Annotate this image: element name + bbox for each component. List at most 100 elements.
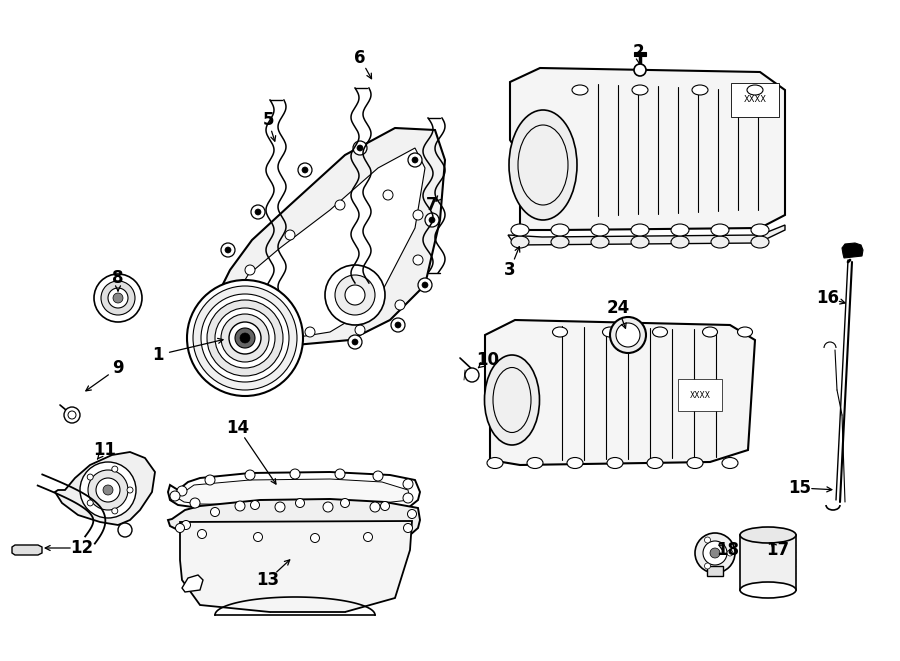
Ellipse shape	[703, 327, 717, 337]
Circle shape	[325, 265, 385, 325]
Circle shape	[412, 157, 418, 163]
Ellipse shape	[553, 327, 568, 337]
Circle shape	[429, 217, 435, 223]
Polygon shape	[182, 575, 203, 592]
Circle shape	[302, 167, 308, 173]
Circle shape	[616, 323, 640, 347]
Circle shape	[177, 486, 187, 496]
Ellipse shape	[591, 236, 609, 248]
Circle shape	[112, 508, 118, 514]
Circle shape	[285, 230, 295, 240]
Text: 3: 3	[504, 261, 516, 279]
Text: 16: 16	[816, 289, 840, 307]
Text: 2: 2	[632, 43, 644, 61]
Circle shape	[705, 537, 710, 543]
Text: 10: 10	[476, 351, 500, 369]
Circle shape	[610, 317, 646, 353]
Ellipse shape	[740, 582, 796, 598]
Circle shape	[96, 478, 120, 502]
Ellipse shape	[484, 355, 539, 445]
Ellipse shape	[511, 236, 529, 248]
Ellipse shape	[527, 457, 543, 469]
Circle shape	[235, 325, 241, 331]
Circle shape	[335, 469, 345, 479]
Circle shape	[88, 470, 128, 510]
Circle shape	[425, 213, 439, 227]
Text: 5: 5	[262, 111, 274, 129]
Circle shape	[305, 327, 315, 337]
Circle shape	[221, 314, 269, 362]
Circle shape	[391, 318, 405, 332]
Polygon shape	[205, 128, 445, 345]
Circle shape	[182, 520, 191, 529]
Circle shape	[413, 255, 423, 265]
Circle shape	[408, 153, 422, 167]
Circle shape	[250, 500, 259, 510]
Circle shape	[80, 462, 136, 518]
Polygon shape	[168, 472, 420, 510]
Circle shape	[245, 265, 255, 275]
Ellipse shape	[751, 224, 769, 236]
Text: XXXX: XXXX	[689, 391, 710, 399]
Ellipse shape	[711, 224, 729, 236]
Ellipse shape	[631, 224, 649, 236]
Text: 17: 17	[767, 541, 789, 559]
Text: 13: 13	[256, 571, 280, 589]
Circle shape	[255, 209, 261, 215]
Ellipse shape	[671, 236, 689, 248]
Ellipse shape	[551, 224, 569, 236]
Circle shape	[68, 411, 76, 419]
Circle shape	[235, 328, 255, 348]
Ellipse shape	[631, 236, 649, 248]
Ellipse shape	[747, 85, 763, 95]
Circle shape	[370, 502, 380, 512]
Circle shape	[94, 274, 142, 322]
Polygon shape	[707, 566, 723, 576]
Ellipse shape	[551, 236, 569, 248]
Circle shape	[211, 288, 225, 302]
Ellipse shape	[602, 327, 617, 337]
Circle shape	[108, 288, 128, 308]
Circle shape	[403, 524, 412, 533]
Circle shape	[225, 247, 231, 253]
Circle shape	[395, 322, 401, 328]
Circle shape	[170, 491, 180, 501]
Ellipse shape	[509, 110, 577, 220]
Polygon shape	[12, 545, 42, 555]
Circle shape	[176, 524, 184, 533]
Ellipse shape	[751, 236, 769, 248]
Polygon shape	[510, 68, 785, 230]
Circle shape	[413, 210, 423, 220]
Polygon shape	[508, 225, 785, 245]
Circle shape	[229, 322, 261, 354]
Ellipse shape	[518, 125, 568, 205]
Circle shape	[352, 339, 358, 345]
Circle shape	[205, 475, 215, 485]
Ellipse shape	[647, 457, 663, 469]
Circle shape	[340, 498, 349, 508]
Polygon shape	[175, 479, 410, 506]
Circle shape	[395, 300, 405, 310]
Circle shape	[221, 243, 235, 257]
Text: 8: 8	[112, 269, 124, 287]
Circle shape	[703, 541, 727, 565]
Circle shape	[251, 205, 265, 219]
Text: 11: 11	[94, 441, 116, 459]
Polygon shape	[842, 243, 863, 258]
Circle shape	[87, 474, 94, 480]
Circle shape	[231, 321, 245, 335]
Circle shape	[211, 508, 220, 516]
Ellipse shape	[572, 85, 588, 95]
Ellipse shape	[493, 368, 531, 432]
Ellipse shape	[632, 85, 648, 95]
Ellipse shape	[487, 457, 503, 469]
Polygon shape	[180, 521, 412, 612]
Circle shape	[403, 479, 413, 489]
Circle shape	[355, 325, 365, 335]
Ellipse shape	[740, 527, 796, 543]
Circle shape	[257, 317, 267, 327]
Polygon shape	[618, 335, 638, 350]
Circle shape	[288, 335, 302, 349]
Circle shape	[323, 502, 333, 512]
Text: XXXX: XXXX	[743, 95, 767, 104]
